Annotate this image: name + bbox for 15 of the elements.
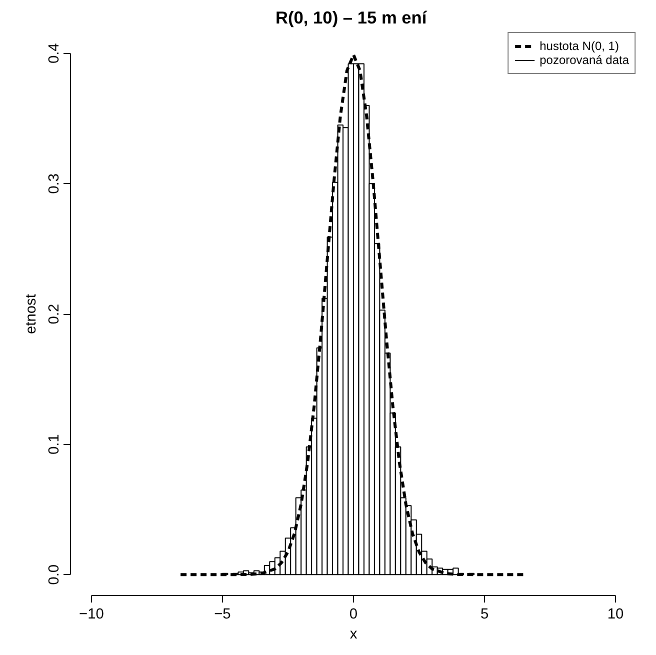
x-tick-label: 5 xyxy=(480,606,489,622)
y-tick-label: 0.2 xyxy=(46,304,62,324)
x-tick-label: 0 xyxy=(349,606,358,622)
legend-label: pozorovaná data xyxy=(540,53,629,67)
x-axis-title: x xyxy=(350,626,358,642)
y-axis-title: etnost xyxy=(24,294,40,334)
y-tick-label: 0.3 xyxy=(46,173,62,194)
x-tick-label: 10 xyxy=(607,606,624,622)
chart-title: R(0, 10) – 15 m ení xyxy=(275,8,428,28)
y-tick-label: 0.4 xyxy=(46,43,62,64)
legend-label: hustota N(0, 1) xyxy=(540,39,619,53)
x-tick-label: −5 xyxy=(214,606,231,622)
y-tick-label: 0.0 xyxy=(46,564,62,585)
x-tick-label: −10 xyxy=(79,606,104,622)
y-tick-label: 0.1 xyxy=(46,434,62,455)
